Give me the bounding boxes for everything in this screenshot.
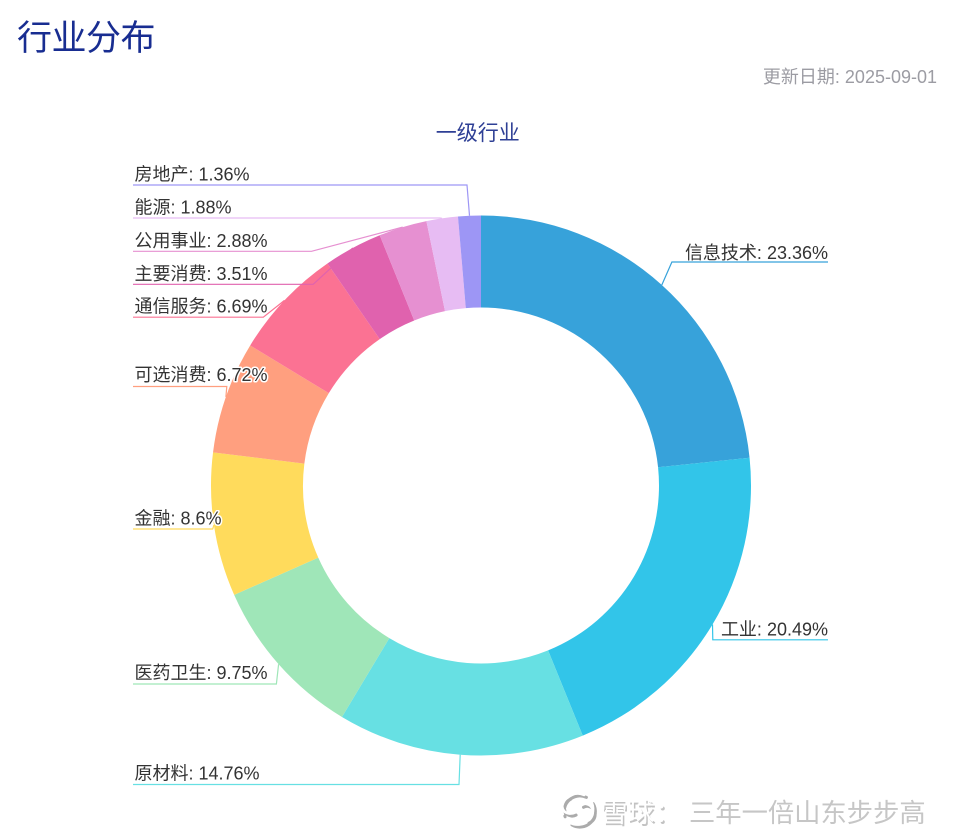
svg-text:三年一倍山东步步高: 三年一倍山东步步高 <box>689 798 926 828</box>
svg-text:金融: 8.6%: 金融: 8.6% <box>135 509 222 529</box>
svg-text:雪球：: 雪球： <box>602 800 683 830</box>
svg-text:主要消费: 3.51%: 主要消费: 3.51% <box>135 264 268 284</box>
svg-text:可选消费: 6.72%: 可选消费: 6.72% <box>135 365 268 385</box>
svg-text:公用事业: 2.88%: 公用事业: 2.88% <box>135 231 268 251</box>
svg-text:一级行业: 一级行业 <box>436 122 520 145</box>
svg-text:能源: 1.88%: 能源: 1.88% <box>135 198 232 218</box>
svg-text:工业: 20.49%: 工业: 20.49% <box>721 619 828 639</box>
svg-text:原材料: 14.76%: 原材料: 14.76% <box>135 764 260 784</box>
svg-text:通信服务: 6.69%: 通信服务: 6.69% <box>135 297 268 317</box>
svg-text:房地产: 1.36%: 房地产: 1.36% <box>135 165 250 185</box>
svg-text:医药卫生: 9.75%: 医药卫生: 9.75% <box>135 663 268 683</box>
svg-text:雪球：: 雪球： <box>601 798 682 828</box>
svg-text:信息技术: 23.36%: 信息技术: 23.36% <box>685 243 828 263</box>
